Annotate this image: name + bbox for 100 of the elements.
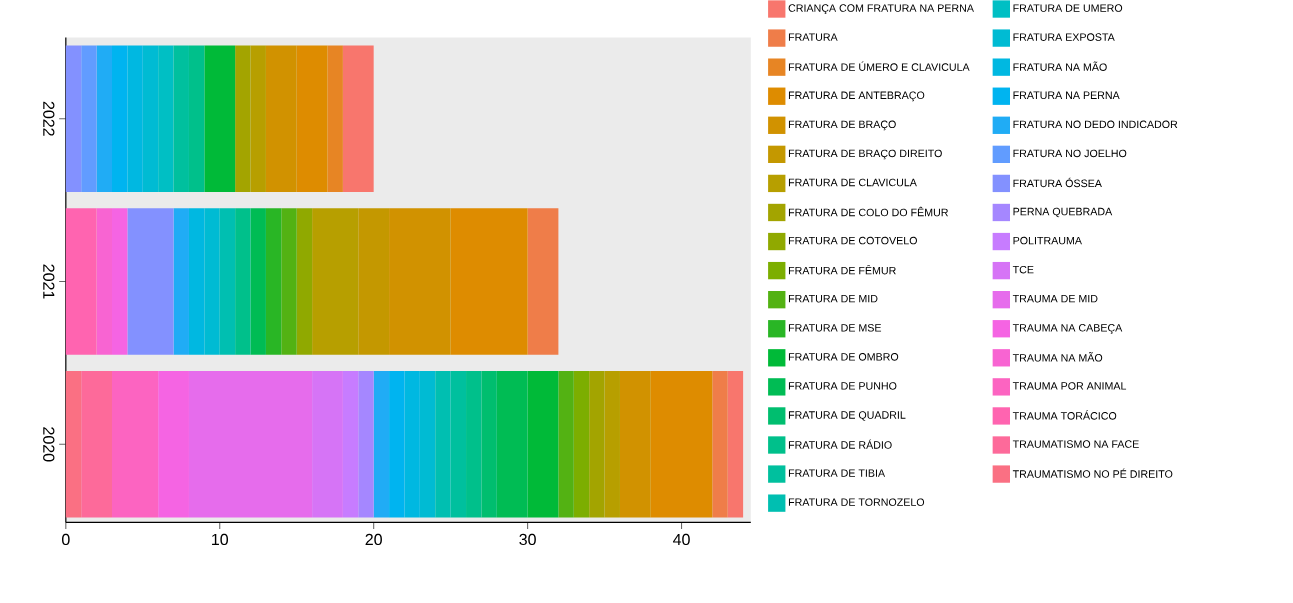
legend-label: FRATURA DE TIBIA	[788, 469, 886, 477]
x-tick-label: 20	[365, 533, 382, 546]
bar	[188, 208, 205, 355]
bar	[127, 208, 174, 355]
legend-label: FRATURA DE BRAÇO	[788, 120, 896, 131]
bar	[188, 371, 313, 518]
legend-label: FRATURA DE UMERO	[1013, 4, 1123, 12]
legend-label: FRATURA DE MID	[788, 295, 878, 303]
legend-label: TRAUMA DE MID	[1012, 295, 1098, 303]
bar	[373, 371, 390, 518]
bar	[81, 371, 112, 518]
bar	[173, 45, 189, 193]
y-tick-label: 2020	[43, 427, 55, 462]
bar	[281, 208, 297, 355]
legend-label: FRATURA NA PERNA	[1013, 91, 1120, 99]
legend-label: TCE	[1012, 265, 1034, 274]
legend-label: CRIANÇA COM FRATURA NA PERNA	[788, 4, 974, 14]
bar	[158, 371, 189, 518]
bar	[527, 208, 559, 355]
legend-label: TRAUMATISMO NO PÉ DIREITO	[1012, 468, 1173, 478]
bar	[96, 208, 112, 355]
bar	[312, 208, 359, 355]
legend-label: TRAUMA NA MÃO	[1012, 352, 1103, 362]
legend-label: FRATURA NO JOELHO	[1013, 149, 1127, 158]
bar	[250, 45, 266, 193]
bar	[450, 208, 528, 355]
legend-label: FRATURA DE TORNOZELO	[788, 498, 925, 506]
legend-label: FRATURA DE RÁDIO	[788, 439, 892, 449]
bar	[435, 371, 451, 518]
bar	[296, 208, 313, 355]
legend-label: FRATURA DE ÚMERO E CLAVICULA	[788, 61, 970, 71]
legend-label: TRAUMA NA CABEÇA	[1012, 324, 1123, 334]
bar	[558, 371, 574, 518]
bar	[127, 45, 143, 193]
legend-label: TRAUMATISMO NA FACE	[1012, 440, 1139, 448]
bar	[481, 371, 497, 518]
bar	[358, 208, 390, 355]
bar	[404, 371, 420, 518]
bar	[173, 208, 189, 355]
bar	[235, 208, 251, 355]
x-tick-label: 40	[673, 533, 690, 546]
bar	[65, 208, 97, 355]
bar	[342, 45, 374, 193]
bar	[389, 208, 451, 355]
bar	[727, 371, 744, 518]
legend-label: FRATURA DE PUNHO	[788, 382, 897, 390]
bar	[265, 45, 297, 193]
legend-label: FRATURA DE COTOVELO	[788, 236, 917, 245]
legend-label: FRATURA DE ANTEBRAÇO	[788, 91, 925, 102]
legend-label: PERNA QUEBRADA	[1013, 207, 1113, 218]
legend-label: FRATURA	[788, 33, 838, 41]
legend-label: TRAUMA TORÁCICO	[1012, 410, 1117, 420]
legend-label: FRATURA DE CLAVICULA	[788, 178, 917, 187]
bar	[81, 45, 97, 193]
bar	[96, 45, 112, 193]
legend-label: FRATURA DE FÊMUR	[788, 264, 896, 275]
y-tick-label: 2021	[43, 264, 55, 299]
bar	[235, 45, 251, 193]
legend-label: FRATURA DE BRAÇO DIREITO	[788, 149, 942, 160]
legend-label: FRATURA NO DEDO INDICADOR	[1013, 120, 1178, 129]
bar	[142, 45, 159, 193]
legend-label: FRATURA DE QUADRIL	[788, 411, 906, 421]
bar	[112, 371, 159, 518]
x-tick-label: 10	[212, 533, 229, 546]
legend-label: FRATURA DE OMBRO	[788, 353, 899, 361]
bar	[589, 371, 605, 518]
bar	[604, 371, 620, 518]
bar	[204, 45, 236, 193]
bar	[204, 208, 220, 355]
bar	[712, 371, 728, 518]
bar	[650, 371, 713, 518]
bar	[619, 371, 651, 518]
legend-label: POLITRAUMA	[1013, 236, 1082, 245]
legend-label: FRATURA NA MÃO	[1013, 61, 1107, 71]
legend-label: TRAUMA POR ANIMAL	[1012, 382, 1127, 390]
bar	[342, 371, 359, 518]
legend-label: FRATURA DE MSE	[788, 324, 882, 332]
bar	[419, 371, 436, 518]
y-tick-label: 2022	[43, 101, 55, 136]
bar	[358, 371, 374, 518]
bar	[527, 371, 559, 518]
bar	[158, 45, 174, 193]
bar	[219, 208, 236, 355]
bar	[573, 371, 590, 518]
bar	[296, 45, 328, 193]
bar	[389, 371, 405, 518]
bar	[450, 371, 467, 518]
legend-label: FRATURA DE COLO DO FÊMUR	[788, 206, 948, 217]
legend-label: FRATURA EXPOSTA	[1013, 33, 1115, 41]
bar	[112, 45, 128, 193]
bar	[65, 45, 82, 193]
x-tick-label: 30	[519, 533, 536, 546]
bar	[312, 371, 343, 518]
legend-label: FRATURA ÓSSEA	[1013, 177, 1102, 188]
bar	[327, 45, 343, 193]
bar	[65, 371, 82, 518]
bar	[112, 208, 128, 355]
bar	[188, 45, 205, 193]
x-tick-label: 0	[62, 533, 70, 546]
bar	[250, 208, 266, 355]
